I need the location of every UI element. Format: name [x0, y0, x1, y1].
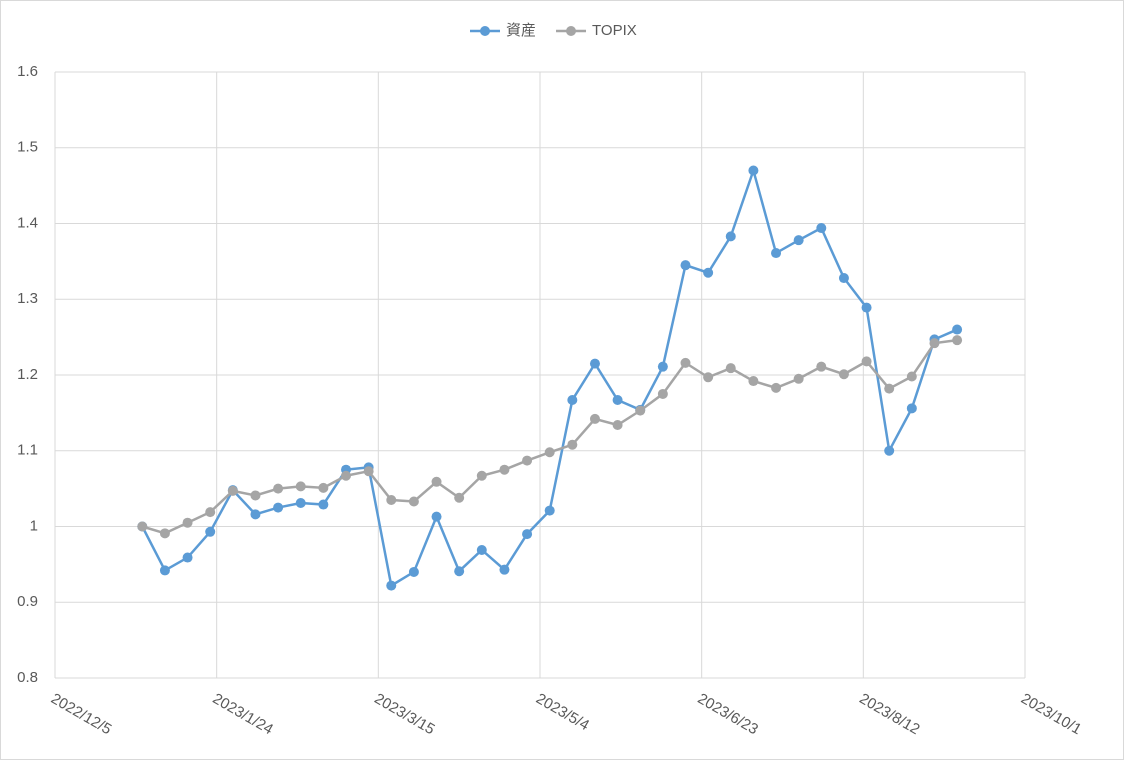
data-point	[386, 580, 397, 591]
data-point	[589, 413, 600, 424]
y-tick-label: 0.8	[17, 669, 38, 686]
data-point	[363, 466, 374, 477]
y-tick-label: 1.6	[17, 63, 38, 80]
data-point	[431, 511, 442, 522]
data-point	[748, 376, 759, 387]
data-point	[906, 403, 917, 414]
data-point	[408, 496, 419, 507]
data-point	[952, 335, 963, 346]
data-point	[838, 369, 849, 380]
legend-marker	[566, 26, 577, 36]
data-point	[159, 528, 170, 539]
y-tick-label: 1	[30, 517, 38, 534]
y-tick-label: 1.5	[17, 139, 38, 156]
data-point	[748, 165, 759, 176]
y-tick-label: 0.9	[17, 593, 38, 610]
y-tick-label: 1.3	[17, 290, 38, 307]
data-point	[793, 373, 804, 384]
data-point	[182, 552, 193, 563]
data-point	[612, 394, 623, 405]
data-point	[680, 260, 691, 271]
data-point	[884, 383, 895, 394]
y-tick-label: 1.1	[17, 442, 38, 459]
data-point	[657, 388, 668, 399]
data-point	[861, 356, 872, 367]
data-point	[205, 526, 216, 537]
data-point	[522, 529, 533, 540]
data-point	[205, 507, 216, 518]
data-point	[816, 223, 827, 234]
data-point	[522, 455, 533, 466]
legend: 資産 TOPIX	[470, 22, 637, 39]
data-point	[159, 565, 170, 576]
data-point	[725, 363, 736, 374]
data-point	[929, 338, 940, 349]
data-point	[589, 358, 600, 369]
data-point	[273, 502, 284, 513]
data-point	[861, 302, 872, 313]
legend-label: TOPIX	[592, 22, 637, 39]
data-point	[544, 447, 555, 458]
data-point	[906, 371, 917, 382]
data-point	[250, 490, 261, 501]
data-point	[476, 544, 487, 555]
data-point	[703, 372, 714, 383]
data-point	[318, 482, 329, 493]
data-point	[771, 248, 782, 259]
data-point	[816, 361, 827, 372]
data-point	[227, 485, 238, 496]
legend-label: 資産	[506, 22, 536, 39]
data-point	[408, 566, 419, 577]
data-point	[295, 498, 306, 509]
data-point	[612, 419, 623, 430]
data-point	[771, 382, 782, 393]
legend-marker	[480, 26, 490, 36]
data-point	[567, 394, 578, 405]
y-tick-label: 1.2	[17, 366, 38, 383]
data-point	[567, 439, 578, 450]
data-point	[703, 267, 714, 278]
data-point	[341, 470, 351, 481]
data-point	[499, 564, 510, 575]
data-point	[635, 405, 646, 416]
data-point	[884, 445, 895, 456]
data-point	[499, 464, 510, 475]
data-point	[657, 361, 668, 372]
data-point	[680, 357, 691, 368]
data-point	[137, 521, 148, 532]
data-point	[454, 492, 465, 503]
data-point	[295, 481, 306, 492]
data-point	[273, 483, 284, 494]
data-point	[454, 566, 465, 577]
data-point	[318, 499, 329, 510]
data-point	[431, 476, 442, 487]
data-point	[476, 470, 487, 481]
data-point	[386, 494, 397, 505]
data-point	[838, 273, 849, 284]
data-point	[250, 509, 261, 520]
data-point	[793, 235, 804, 246]
data-point	[544, 505, 555, 516]
data-point	[725, 231, 736, 242]
data-point	[952, 324, 963, 335]
data-point	[182, 517, 193, 528]
y-tick-label: 1.4	[17, 214, 38, 231]
